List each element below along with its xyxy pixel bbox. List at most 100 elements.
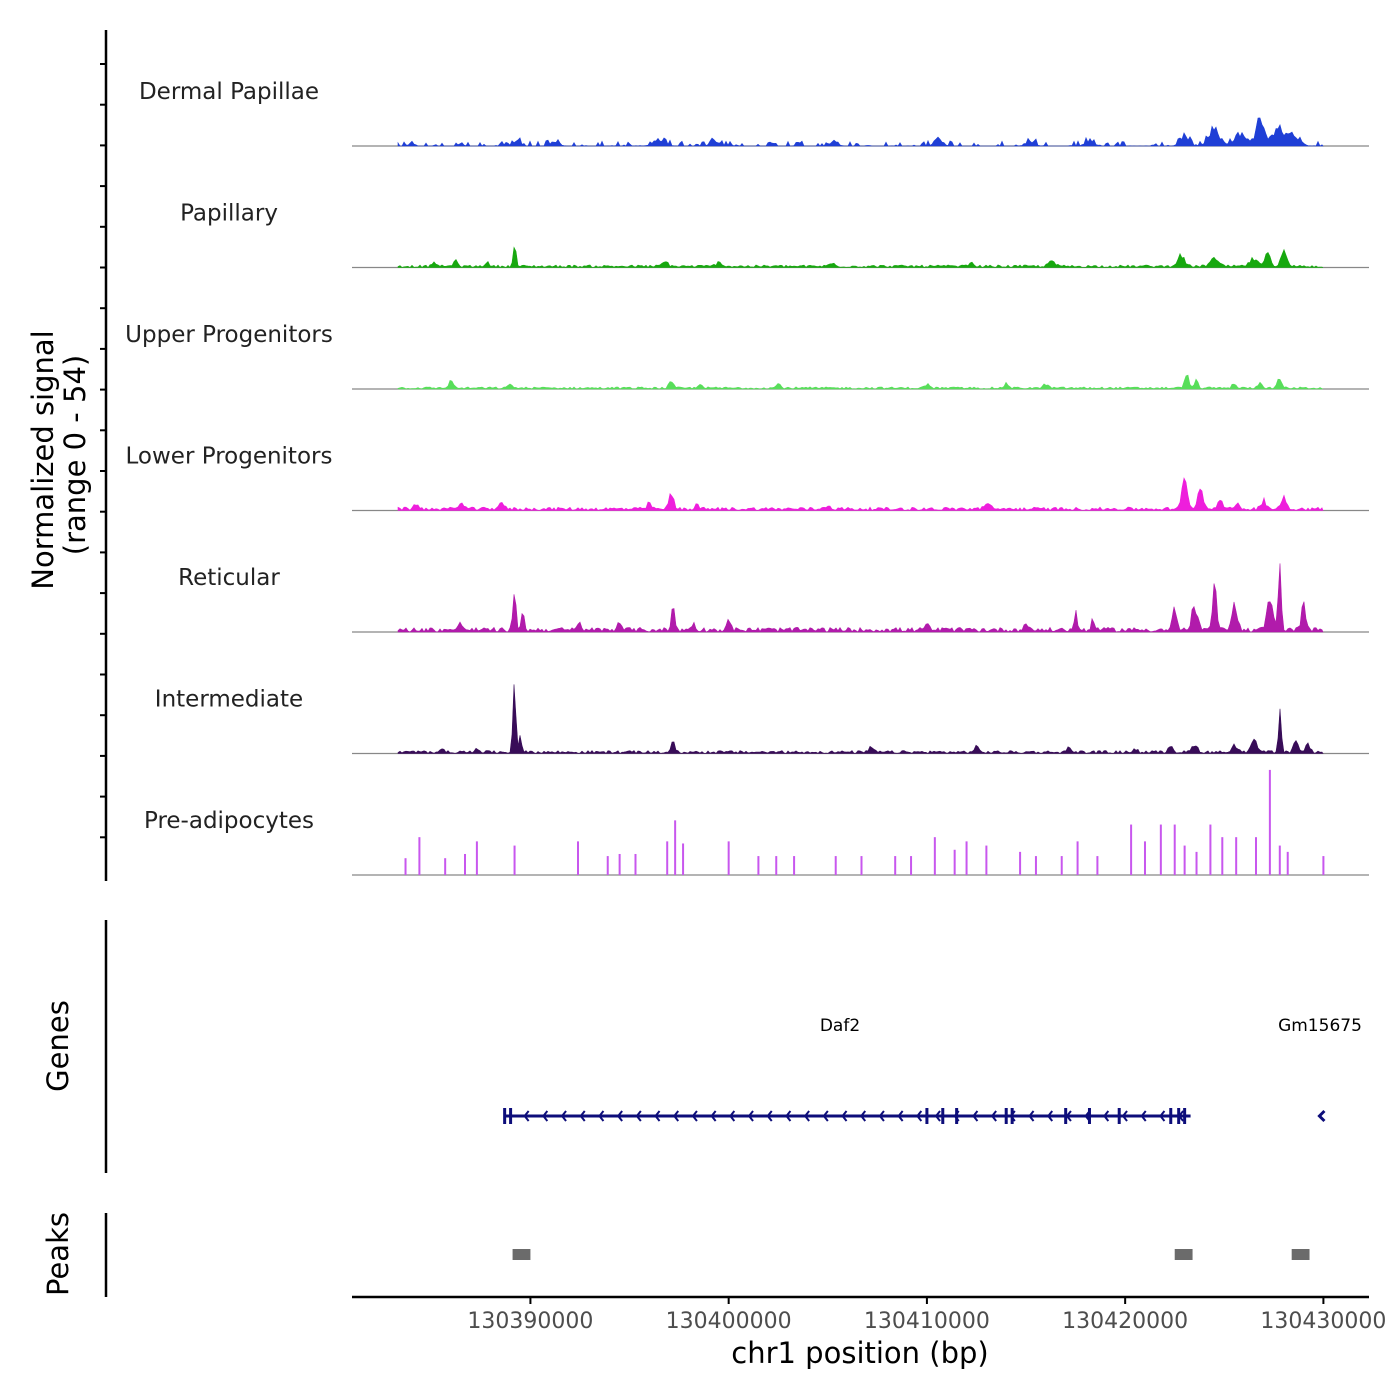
signal-spike [1159, 824, 1162, 875]
track-pre-adipocytes: Pre-adipocytes [144, 769, 1369, 876]
signal-spike [577, 841, 579, 875]
gene-exon [1087, 1108, 1091, 1124]
gene-label: Daf2 [820, 1016, 860, 1036]
signal-spike [1143, 841, 1146, 875]
x-tick-label: 130400000 [666, 1309, 792, 1334]
strand-arrow [841, 1110, 848, 1122]
gene-exon [1117, 1108, 1121, 1124]
strand-arrow [691, 1110, 698, 1122]
strand-arrow [766, 1110, 773, 1122]
track-label: Dermal Papillae [139, 79, 319, 105]
gene-exon [1004, 1108, 1008, 1124]
signal-spike [1195, 851, 1198, 875]
strand-arrow [523, 1110, 530, 1122]
track-dermal-papillae: Dermal Papillae [139, 79, 1369, 147]
signal-spike [965, 841, 968, 875]
strand-arrow [729, 1110, 736, 1122]
x-tick-label: 130410000 [864, 1309, 990, 1334]
gene-exon [1177, 1108, 1181, 1124]
strand-arrow [542, 1110, 549, 1122]
strand-arrow [560, 1110, 567, 1122]
strand-arrow [1046, 1110, 1054, 1122]
strand-arrow [916, 1110, 923, 1122]
signal-spike [953, 849, 956, 875]
signal-spike [1255, 837, 1257, 875]
strand-arrow [934, 1110, 941, 1122]
gene-exon [1183, 1108, 1187, 1124]
signal-spike [1183, 845, 1186, 875]
signal-spike [894, 856, 897, 875]
signal-spike [985, 845, 988, 875]
signal-spike [1278, 845, 1281, 875]
strand-arrow [897, 1110, 904, 1122]
signal-spike [793, 856, 796, 875]
track-label: Upper Progenitors [125, 322, 333, 348]
gene-exon [1010, 1108, 1014, 1124]
signal-spike [404, 858, 407, 875]
signal-spike [666, 841, 669, 875]
strand-arrow [672, 1110, 680, 1122]
signal-area [397, 246, 1324, 268]
signal-spike [475, 841, 478, 875]
track-intermediate: Intermediate [155, 684, 1369, 755]
signal-spike [1221, 837, 1224, 875]
x-tick-label: 130420000 [1062, 1309, 1188, 1334]
strand-arrow [803, 1110, 810, 1122]
gene-exon [1064, 1108, 1068, 1124]
track-lower-progenitors: Lower Progenitors [126, 444, 1369, 512]
strand-arrow [1121, 1110, 1128, 1122]
gene-label: Gm15675 [1278, 1016, 1362, 1036]
signal-spike [464, 853, 466, 875]
signal-spike [1096, 856, 1099, 875]
track-label: Pre-adipocytes [144, 808, 314, 834]
x-tick-label: 130390000 [467, 1309, 593, 1334]
signal-area [397, 563, 1324, 633]
signal-y-axis-ticks [100, 63, 106, 839]
genes-track-title: Genes [41, 1000, 75, 1092]
peaks-track-title: Peaks [41, 1212, 75, 1296]
signal-spike [757, 856, 760, 875]
gene-track: Daf2 Gm15675 [503, 1016, 1362, 1124]
y-axis-subtitle: (range 0 - 54) [58, 355, 92, 555]
x-axis-ticks: 130390000 130400000 130410000 130420000 1304… [467, 1297, 1386, 1334]
signal-spike [775, 856, 778, 875]
signal-spike [1268, 769, 1271, 875]
gene-exon [925, 1108, 929, 1124]
signal-spike [1076, 841, 1079, 875]
peak-track [512, 1249, 1310, 1260]
strand-arrow [1103, 1110, 1110, 1122]
signal-spike [834, 856, 837, 875]
peak-region [1174, 1249, 1193, 1260]
track-label: Lower Progenitors [126, 444, 333, 470]
strand-arrow [972, 1110, 979, 1122]
x-axis-title: chr1 position (bp) [731, 1336, 988, 1370]
strand-arrow [1317, 1109, 1326, 1123]
signal-spike [674, 820, 677, 875]
strand-arrow [654, 1110, 661, 1122]
strand-arrow [859, 1110, 867, 1122]
signal-spike [933, 837, 936, 875]
strand-arrow [785, 1110, 792, 1122]
track-papillary: Papillary [180, 201, 1369, 269]
track-reticular: Reticular [178, 563, 1369, 633]
signal-spike [1322, 856, 1325, 875]
signal-spike [1060, 856, 1063, 875]
gene-exon [509, 1108, 513, 1124]
x-tick-label: 130430000 [1260, 1309, 1386, 1334]
gene-exon [1169, 1108, 1173, 1124]
signal-spike [727, 841, 730, 875]
signal-area [397, 374, 1324, 390]
signal-spike [910, 856, 913, 875]
signal-spike [682, 843, 685, 875]
signal-area [397, 477, 1324, 511]
signal-area [397, 117, 1324, 147]
signal-area [397, 684, 1324, 755]
peak-region [1291, 1249, 1310, 1260]
signal-spike [1235, 837, 1238, 875]
strand-arrow [635, 1110, 642, 1122]
gene-gm15675: Gm15675 [1278, 1016, 1362, 1123]
signal-spike [1173, 824, 1176, 875]
track-upper-progenitors: Upper Progenitors [125, 322, 1369, 390]
signal-spike [444, 858, 447, 875]
